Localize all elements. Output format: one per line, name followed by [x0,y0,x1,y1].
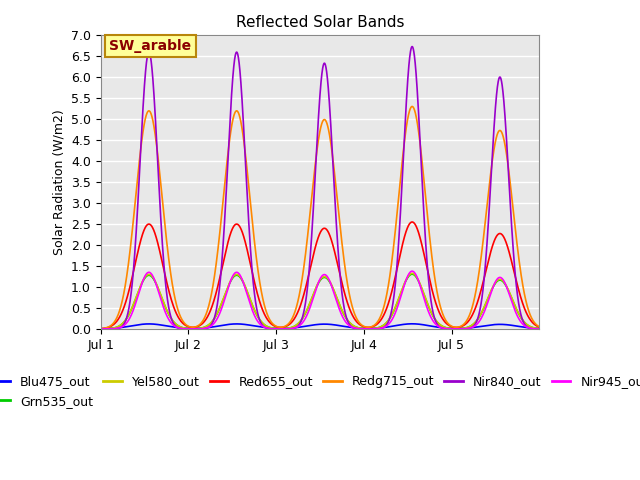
Line: Grn535_out: Grn535_out [100,274,540,329]
Nir945_out [458,326,465,332]
Yel580_out [536,326,543,332]
Yel580_out [408,270,416,276]
Nir945_out [408,268,416,274]
Nir945_out [360,326,367,332]
Nir945_out [264,325,272,331]
Grn535_out [177,324,184,330]
Redg715_out [424,219,432,225]
Nir945_out [177,325,184,331]
Blu475_out [408,321,416,327]
Yel580_out [458,326,465,332]
Grn535_out [382,321,390,326]
Red655_out [177,317,184,323]
Blu475_out [97,326,104,332]
Blu475_out [536,326,543,332]
Grn535_out [408,271,416,277]
Red655_out [360,324,367,330]
Nir945_out [382,324,390,329]
Nir840_out [536,326,543,332]
Grn535_out [97,326,104,332]
Nir840_out [382,323,390,328]
Yel580_out [424,302,432,308]
Grn535_out [458,326,465,332]
Nir945_out [97,326,104,332]
Line: Nir840_out: Nir840_out [100,47,540,329]
Nir945_out [424,308,432,313]
Red655_out [408,219,416,225]
Blu475_out [382,324,390,330]
Redg715_out [97,326,104,332]
Grn535_out [536,326,543,332]
Nir840_out [360,326,367,332]
Red655_out [536,324,543,330]
Line: Nir945_out: Nir945_out [100,271,540,329]
Title: Reflected Solar Bands: Reflected Solar Bands [236,15,404,30]
Grn535_out [424,302,432,308]
Line: Yel580_out: Yel580_out [100,273,540,329]
Redg715_out [360,324,367,329]
Blu475_out [264,325,272,331]
Blu475_out [360,325,367,331]
Nir840_out [264,325,272,331]
Nir840_out [97,326,104,332]
Yel580_out [382,320,390,326]
Y-axis label: Solar Radiation (W/m2): Solar Radiation (W/m2) [52,109,65,255]
Line: Redg715_out: Redg715_out [100,107,540,329]
Line: Blu475_out: Blu475_out [100,324,540,329]
Red655_out [458,324,465,329]
Yel580_out [97,326,104,332]
Redg715_out [458,323,465,329]
Redg715_out [408,104,416,109]
Red655_out [424,270,432,276]
Blu475_out [177,325,184,331]
Red655_out [97,326,104,332]
Redg715_out [177,313,184,319]
Red655_out [264,318,272,324]
Text: SW_arable: SW_arable [109,39,191,53]
Blu475_out [458,325,465,331]
Grn535_out [264,324,272,330]
Grn535_out [360,326,367,332]
Nir840_out [458,326,465,332]
Redg715_out [264,314,272,320]
Yel580_out [360,326,367,332]
Nir840_out [408,44,416,49]
Redg715_out [382,295,390,301]
Redg715_out [536,324,543,330]
Blu475_out [424,323,432,328]
Line: Red655_out: Red655_out [100,222,540,329]
Yel580_out [264,324,272,330]
Legend: Blu475_out, Grn535_out, Yel580_out, Red655_out, Redg715_out, Nir840_out, Nir945_: Blu475_out, Grn535_out, Yel580_out, Red6… [0,371,640,413]
Nir945_out [536,326,543,332]
Nir840_out [177,325,184,331]
Yel580_out [177,324,184,330]
Red655_out [382,307,390,313]
Nir840_out [424,272,432,278]
